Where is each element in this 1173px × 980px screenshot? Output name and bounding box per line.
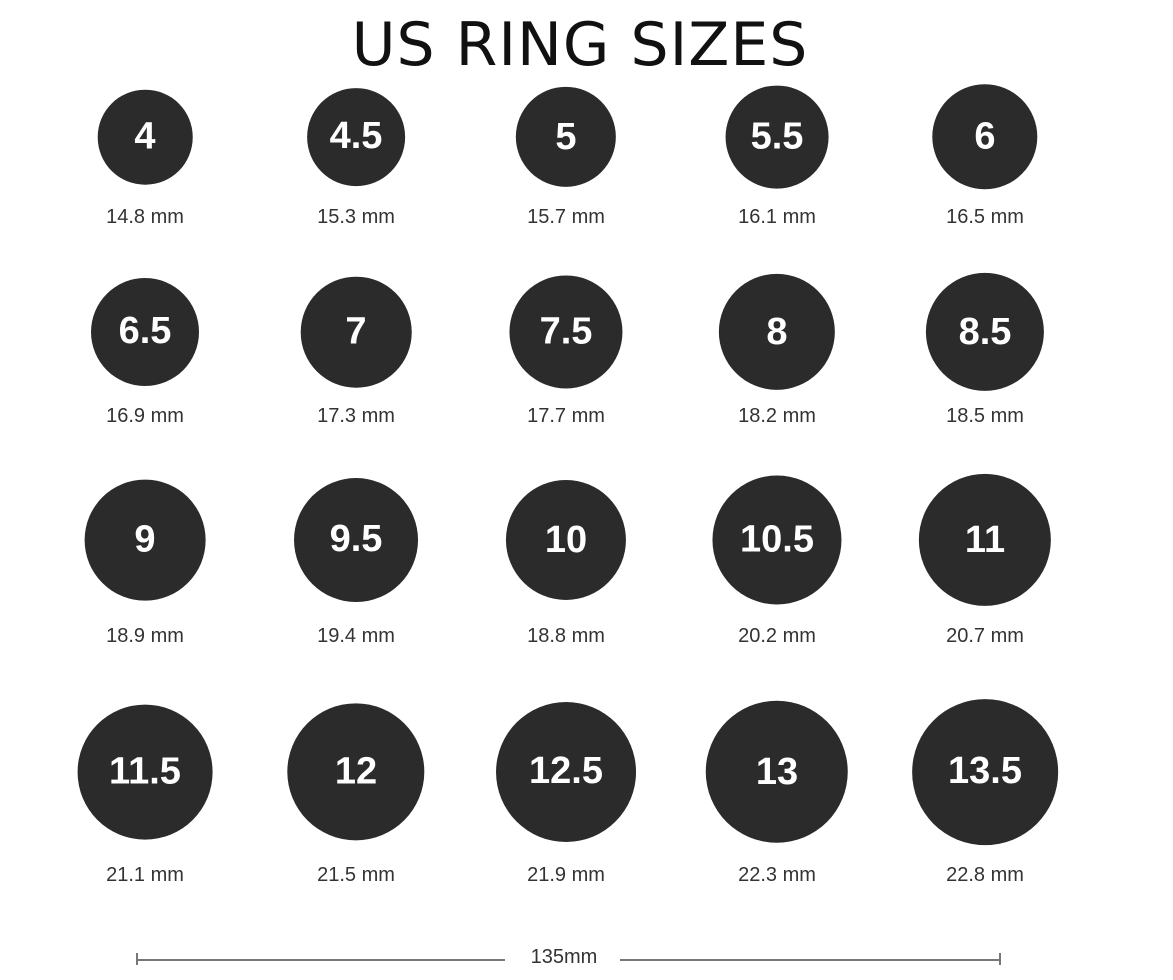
ring-size-label: 10 — [544, 518, 588, 561]
ring-diameter-label: 18.2 mm — [738, 405, 816, 427]
ring-circle-6.5: 6.5 — [91, 278, 199, 386]
ring-size-label: 4 — [134, 115, 156, 158]
ring-size-label: 8 — [766, 310, 788, 353]
ring-circle-5.5: 5.5 — [725, 85, 829, 189]
ring-diameter-label: 22.3 mm — [738, 864, 816, 886]
ring-size-label: 5.5 — [750, 115, 804, 158]
ring-circle-8: 8 — [718, 273, 836, 391]
ring-size-label: 11.5 — [109, 750, 181, 793]
ring-diameter-label: 16.1 mm — [738, 206, 816, 228]
ring-diameter-label: 17.3 mm — [317, 405, 395, 427]
page-title: US RING SIZES — [351, 10, 809, 80]
ruler-label: 135mm — [530, 946, 598, 968]
ring-size-label: 9.5 — [329, 518, 383, 561]
ring-diameter-label: 15.3 mm — [317, 206, 395, 228]
ring-size-label: 7 — [345, 310, 367, 353]
ring-size-label: 10.5 — [740, 518, 814, 561]
ring-diameter-label: 16.9 mm — [106, 405, 184, 427]
ring-size-label: 12 — [334, 750, 378, 793]
ring-size-label: 12.5 — [529, 750, 603, 793]
ring-circle-7.5: 7.5 — [509, 275, 623, 389]
ring-diameter-label: 18.9 mm — [106, 625, 184, 647]
ring-size-label: 9 — [134, 518, 156, 561]
ring-size-label: 5 — [555, 115, 577, 158]
ring-circle-13.5: 13.5 — [912, 699, 1058, 845]
ring-circle-13: 13 — [705, 700, 849, 844]
ruler-left-line — [137, 959, 505, 961]
ring-diameter-label: 15.7 mm — [527, 206, 605, 228]
ring-diameter-label: 18.8 mm — [527, 625, 605, 647]
ring-diameter-label: 17.7 mm — [527, 405, 605, 427]
ring-circle-9.5: 9.5 — [294, 478, 418, 602]
ring-diameter-label: 21.5 mm — [317, 864, 395, 886]
ring-diameter-label: 20.2 mm — [738, 625, 816, 647]
ring-size-label: 6.5 — [118, 310, 172, 353]
ring-size-label: 6 — [974, 115, 996, 158]
ring-diameter-label: 14.8 mm — [106, 206, 184, 228]
ring-circle-12: 12 — [287, 703, 425, 841]
ring-size-label: 11 — [964, 518, 1006, 561]
ring-circle-4: 4 — [97, 89, 193, 185]
ring-circle-11: 11 — [918, 473, 1052, 607]
ring-circle-9: 9 — [84, 479, 206, 601]
ring-size-label: 13.5 — [948, 750, 1022, 793]
ring-size-label: 7.5 — [539, 310, 593, 353]
ring-diameter-label: 18.5 mm — [946, 405, 1024, 427]
ring-size-label: 8.5 — [958, 310, 1012, 353]
ring-circle-10: 10 — [505, 479, 627, 601]
ring-size-label: 13 — [755, 750, 799, 793]
ring-diameter-label: 19.4 mm — [317, 625, 395, 647]
ring-circle-4.5: 4.5 — [307, 88, 405, 186]
ruler-right-tick — [999, 953, 1001, 965]
ring-diameter-label: 20.7 mm — [946, 625, 1024, 647]
ring-diameter-label: 22.8 mm — [946, 864, 1024, 886]
ring-size-label: 4.5 — [329, 115, 383, 158]
ring-circle-5: 5 — [515, 86, 617, 188]
ring-circle-8.5: 8.5 — [925, 272, 1045, 392]
ring-circle-12.5: 12.5 — [496, 702, 636, 842]
ring-diameter-label: 21.9 mm — [527, 864, 605, 886]
ring-diameter-label: 16.5 mm — [946, 206, 1024, 228]
ring-circle-10.5: 10.5 — [712, 475, 842, 605]
ring-diameter-label: 21.1 mm — [106, 864, 184, 886]
ruler-right-line — [620, 959, 1000, 961]
ring-circle-6: 6 — [932, 84, 1038, 190]
ring-circle-7: 7 — [300, 276, 412, 388]
ring-circle-11.5: 11.5 — [77, 704, 213, 840]
